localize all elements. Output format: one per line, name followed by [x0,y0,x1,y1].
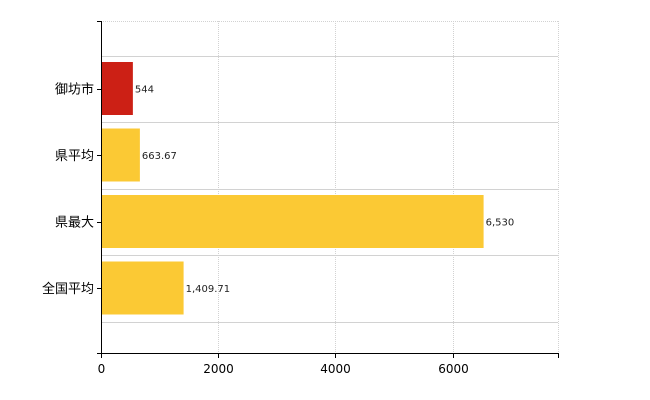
category-label-3: 全国平均 [42,281,94,297]
category-label-2: 県最大 [55,215,94,230]
value-label-3: 1,409.71 [186,284,231,295]
gridlines [101,21,559,353]
bar-1 [102,128,140,182]
bars [102,62,484,315]
axes [97,21,559,358]
bar-0 [102,62,133,115]
category-label-1: 県平均 [55,149,94,164]
labels: 御坊市 544 県平均 663.67 県最大 6,530 全国平均 1,409.71 0 2000… [42,81,514,376]
x-tick-label-0: 0 [98,362,106,376]
x-tick-label-2000: 2000 [203,362,234,376]
value-label-1: 663.67 [142,151,177,162]
bar-3 [102,261,184,315]
value-label-0: 544 [135,84,154,95]
x-tick-label-4000: 4000 [320,362,351,376]
value-label-2: 6,530 [486,217,515,228]
category-label-0: 御坊市 [55,81,94,97]
x-tick-label-6000: 6000 [438,362,469,376]
bar-2 [102,195,484,248]
